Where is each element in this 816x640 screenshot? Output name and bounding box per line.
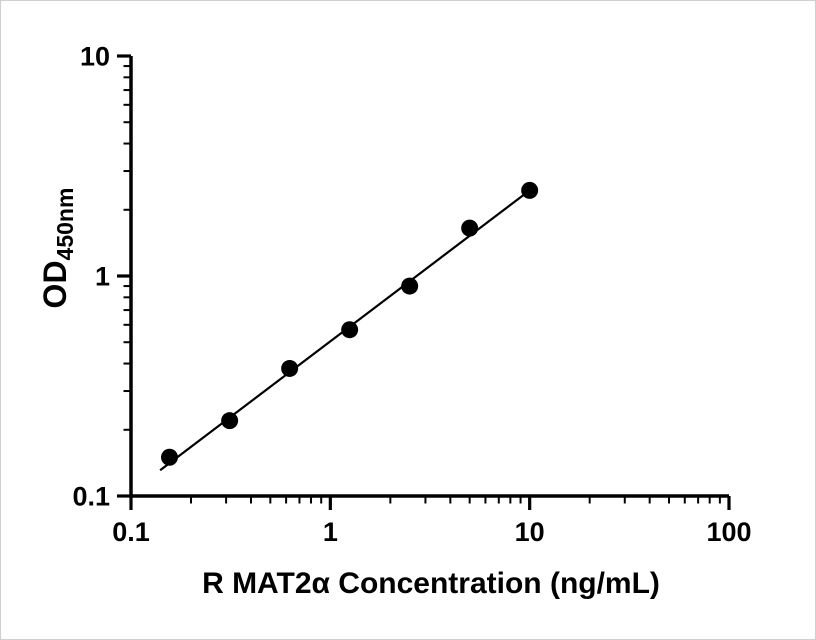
data-point <box>461 219 479 237</box>
y-tick-label: 1 <box>95 262 110 292</box>
x-tick-label: 100 <box>706 517 751 547</box>
data-point <box>281 359 299 377</box>
x-tick-label: 10 <box>515 517 545 547</box>
y-axis-title-main: OD <box>36 260 73 309</box>
y-axis-title-sub: 450nm <box>52 187 79 261</box>
x-tick-label: 0.1 <box>112 517 150 547</box>
axis-spines <box>129 56 729 498</box>
x-axis-title-text: R MAT2α Concentration (ng/mL) <box>202 567 660 600</box>
data-point <box>341 321 359 339</box>
x-axis-title: R MAT2α Concentration (ng/mL) <box>131 567 731 601</box>
data-point <box>160 448 178 466</box>
data-point <box>401 277 419 295</box>
y-tick-label: 10 <box>80 42 110 72</box>
y-tick-label: 0.1 <box>72 482 110 512</box>
data-point <box>521 181 539 199</box>
y-axis-title: OD450nm <box>37 188 79 309</box>
x-tick-label: 1 <box>323 517 338 547</box>
data-point <box>221 412 239 430</box>
